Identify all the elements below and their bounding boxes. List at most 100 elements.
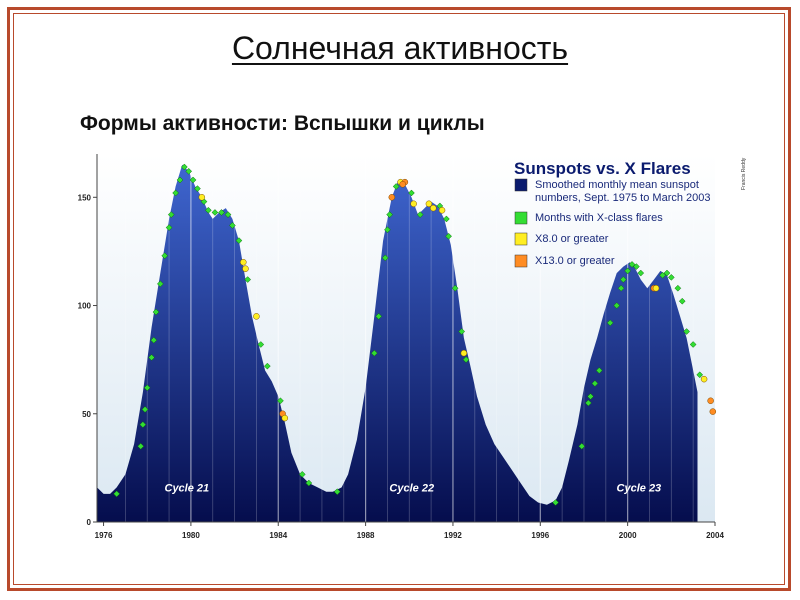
x-flare-marker (194, 185, 201, 192)
x-flare-marker (218, 209, 225, 216)
x-flare-marker (185, 167, 193, 175)
x-flare-marker (578, 442, 586, 450)
x-flare-marker (628, 261, 636, 268)
x-flare-marker (689, 341, 697, 348)
x-flare-marker (667, 274, 675, 281)
sunspot-area (97, 164, 698, 523)
cycle-label: Cycle 23 (617, 483, 662, 495)
slide-title: Солнечная активность (231, 30, 569, 66)
x-flare-marker (587, 393, 594, 400)
x8-flare-marker (460, 349, 468, 357)
x-tick-label: 1984 (269, 531, 287, 540)
x-flare-marker (617, 284, 625, 292)
x13-flare-marker (707, 397, 714, 405)
x-flare-marker (384, 226, 391, 234)
x-flare-marker (180, 163, 188, 171)
x8-flare-marker (438, 207, 446, 214)
x-flare-marker (141, 406, 149, 413)
x-flare-marker (305, 479, 313, 487)
chart-credit: Francis Reddy (741, 157, 747, 190)
x-flare-marker (624, 267, 632, 275)
x-flare-marker (113, 490, 121, 498)
y-tick-label: 0 (87, 518, 92, 527)
x-flare-marker (211, 209, 219, 216)
x-flare-marker (167, 211, 175, 218)
slide-frame-outer (7, 7, 791, 591)
x-flare-marker (445, 232, 452, 240)
x-tick-label: 2004 (706, 531, 724, 540)
x8-flare-marker (240, 258, 247, 266)
x-flare-marker (172, 189, 179, 197)
legend-label: X13.0 or greater (535, 255, 615, 267)
x-flare-marker (591, 380, 599, 387)
x-flare-marker (637, 269, 645, 277)
x8-flare-marker (430, 204, 437, 212)
x-flare-marker (408, 189, 415, 197)
x-flare-marker (443, 215, 450, 223)
x-flare-marker (176, 176, 184, 184)
x-flare-marker (633, 263, 640, 270)
x-flare-marker (584, 399, 592, 407)
x-tick-label: 2000 (619, 531, 637, 540)
x-flare-marker (161, 252, 169, 260)
x-flare-marker (613, 302, 621, 309)
chart-title: Sunspots vs. X Flares (514, 159, 691, 178)
x-flare-marker (257, 341, 265, 348)
x-flare-marker (458, 328, 466, 335)
x-flare-marker (683, 328, 690, 335)
x-flare-marker (298, 471, 306, 478)
y-tick-label: 50 (82, 410, 91, 419)
x-flare-marker (263, 362, 271, 370)
x-flare-marker (224, 211, 232, 218)
x-flare-marker (416, 211, 424, 218)
x-flare-marker (375, 312, 383, 320)
x-flare-marker (619, 276, 627, 283)
x-flare-marker (674, 284, 682, 292)
x-tick-label: 1996 (531, 531, 549, 540)
x-flare-marker (659, 271, 666, 279)
legend-label: Smoothed monthly mean sunspot (535, 179, 699, 191)
x-flare-marker (150, 336, 158, 344)
x-flare-marker (137, 442, 145, 450)
x-flare-marker (663, 269, 671, 277)
x-flare-marker (277, 397, 284, 405)
x-flare-marker (152, 308, 160, 316)
x8-flare-marker (253, 313, 260, 320)
x-flare-marker (148, 354, 155, 361)
x8-flare-marker (410, 200, 417, 208)
x-flare-marker (678, 297, 686, 305)
legend-swatch (514, 211, 528, 225)
x13-flare-marker (388, 194, 396, 201)
x-flare-marker (235, 237, 243, 244)
x-flare-marker (156, 280, 164, 288)
x-flare-marker (139, 421, 147, 428)
slide-frame-inner (13, 13, 785, 585)
x-tick-label: 1992 (444, 531, 462, 540)
x8-flare-marker (198, 194, 206, 201)
x13-flare-marker (709, 408, 717, 415)
x-flare-marker (696, 371, 704, 379)
slide-subtitle: Формы активности: Вспышки и циклы (80, 112, 485, 135)
x-flare-marker (386, 211, 393, 218)
legend-label: X8.0 or greater (535, 233, 609, 245)
x-flare-marker (381, 254, 389, 262)
x-flare-marker (189, 176, 197, 184)
cycle-label: Cycle 21 (165, 483, 210, 495)
legend-swatch (514, 254, 528, 268)
chart-svg: Cycle 21 Cycle 22 Cycle 23 1976 1980 1984 198… (69, 150, 757, 552)
x8-flare-marker (281, 414, 289, 422)
x8-flare-marker (242, 265, 249, 272)
x8-flare-marker (700, 375, 708, 383)
x-flare-marker (595, 367, 603, 374)
cycle-label: Cycle 22 (389, 483, 434, 495)
x-flare-marker (333, 488, 341, 496)
x-tick-label: 1988 (357, 531, 375, 540)
legend-label-line2: numbers, Sept. 1975 to March 2003 (535, 192, 711, 204)
x-flare-marker (462, 356, 470, 364)
x8-flare-marker (652, 284, 660, 292)
x-flare-marker (451, 284, 459, 292)
x-flare-marker (165, 224, 173, 231)
x-flare-marker (606, 319, 614, 327)
x-flare-marker (392, 183, 400, 190)
legend-swatch (514, 178, 528, 192)
